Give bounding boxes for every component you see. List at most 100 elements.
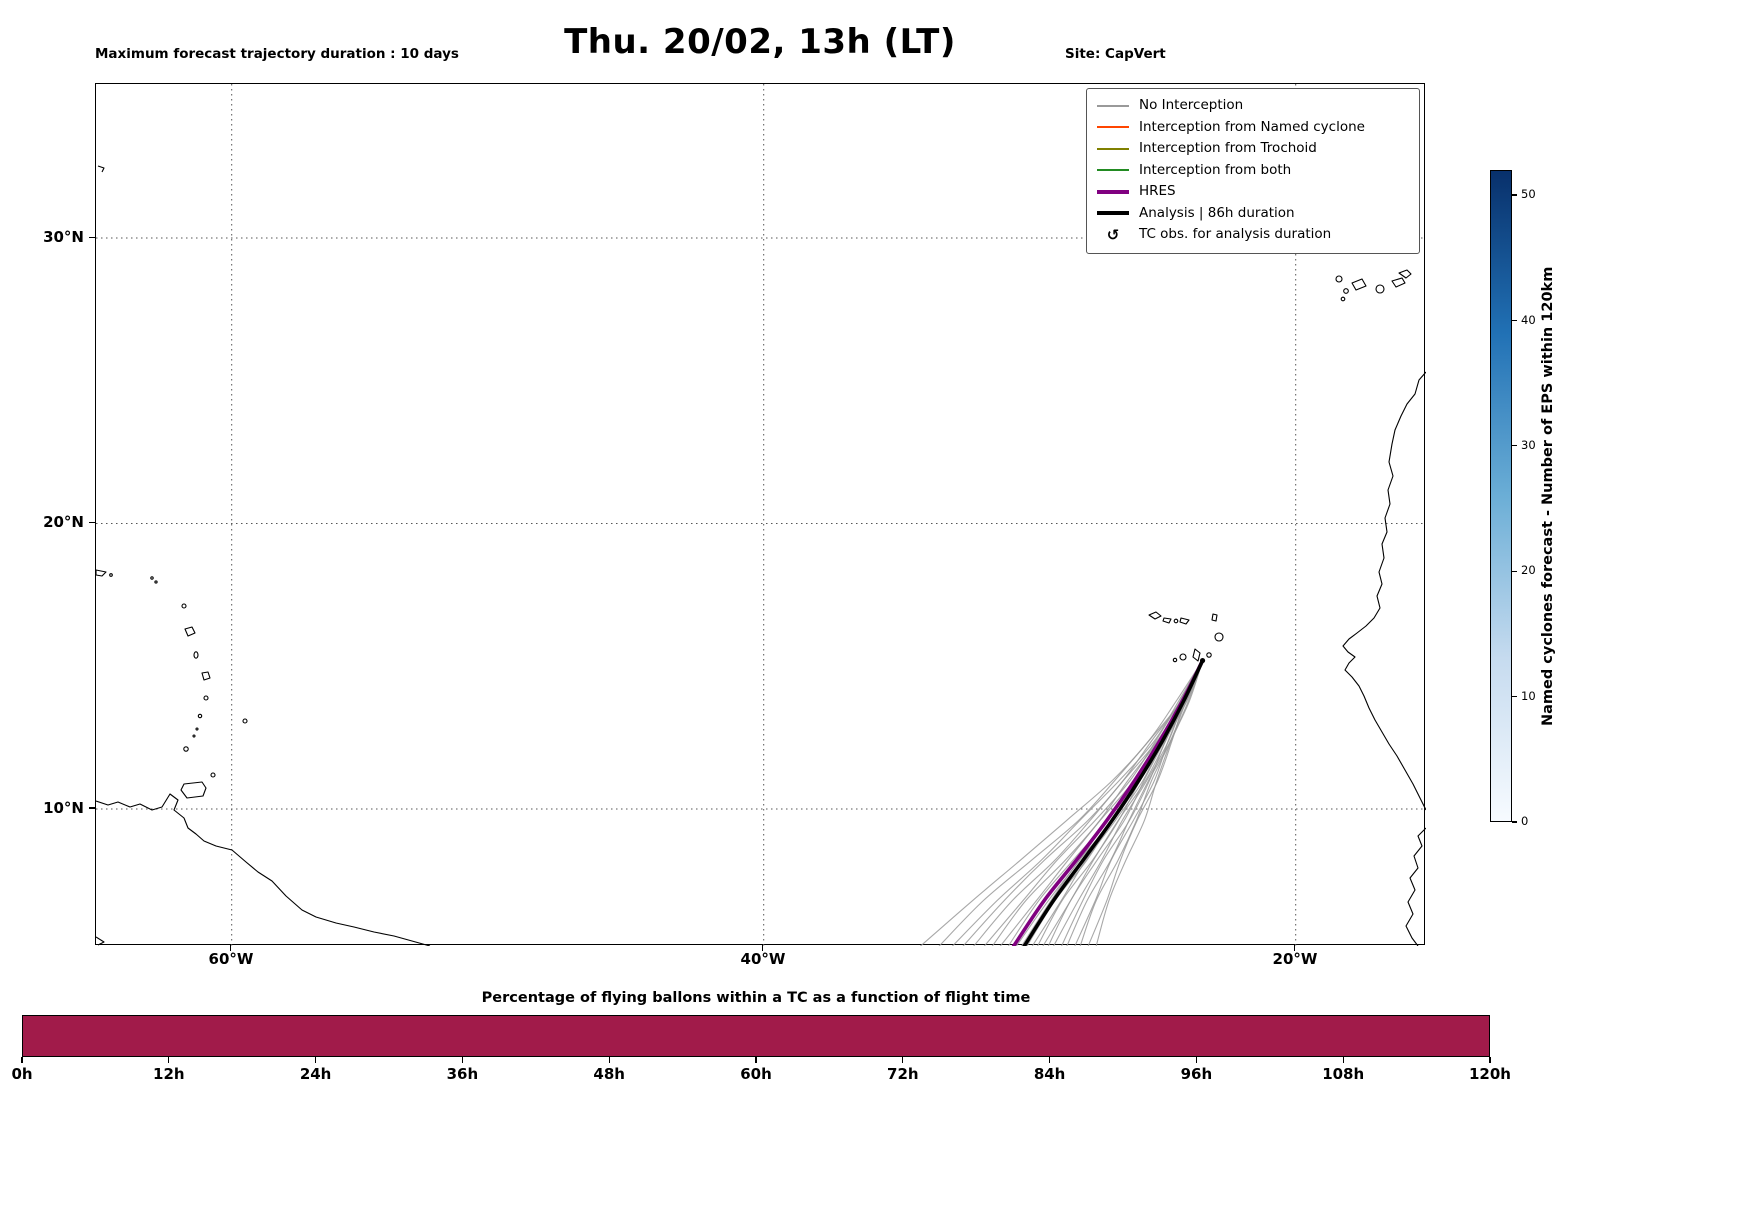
time-tickmark xyxy=(902,1057,904,1063)
tc-obs-icon: ↺ xyxy=(1106,225,1120,244)
island xyxy=(1162,617,1172,624)
bottom-chart-title: Percentage of flying ballons within a TC… xyxy=(481,990,1031,1006)
x-tickmark xyxy=(1294,945,1296,951)
legend-label: TC obs. for analysis duration xyxy=(1139,226,1332,242)
island xyxy=(197,713,203,719)
island xyxy=(109,573,113,577)
time-tick-label: 48h xyxy=(593,1065,625,1083)
legend-item: Interception from Named cyclone xyxy=(1097,117,1409,139)
ensemble-trajectory xyxy=(920,659,1204,947)
legend-line-sample xyxy=(1097,104,1129,107)
time-tickmark xyxy=(608,1057,610,1063)
time-tick-label: 72h xyxy=(887,1065,919,1083)
y-tickmark xyxy=(89,807,95,809)
legend-label: No Interception xyxy=(1139,97,1244,113)
time-tickmark xyxy=(755,1057,757,1063)
deployment-site-marker xyxy=(1199,657,1206,664)
legend-label: Interception from both xyxy=(1139,161,1292,178)
island xyxy=(1173,618,1179,624)
time-tickmark xyxy=(461,1057,464,1063)
island xyxy=(242,718,248,724)
page-title: Thu. 20/02, 13h (LT) xyxy=(564,22,956,62)
x-tick-40w: 40°W xyxy=(740,950,786,968)
legend-item: Analysis | 86h duration xyxy=(1097,203,1409,225)
y-tick-10n: 10°N xyxy=(43,799,84,817)
time-tick-label: 108h xyxy=(1322,1065,1365,1083)
legend-item: ↺ TC obs. for analysis duration xyxy=(1097,224,1409,246)
coastline-south-america xyxy=(95,793,431,947)
island xyxy=(1398,269,1412,279)
colorbar-tick-label: 10 xyxy=(1521,688,1536,703)
ensemble-trajectory xyxy=(983,659,1204,947)
colorbar-ticks: 0 10 20 30 40 50 xyxy=(1512,0,1556,1213)
island xyxy=(210,772,216,778)
x-tick-20w: 20°W xyxy=(1272,950,1318,968)
island xyxy=(1351,278,1367,291)
ensemble-trajectory xyxy=(951,659,1204,947)
colorbar-label: Named cyclones forecast - Number of EPS … xyxy=(1540,266,1556,726)
colorbar-tickmark xyxy=(1512,445,1517,447)
island xyxy=(95,569,107,577)
island xyxy=(201,671,211,681)
legend-item: Interception from both xyxy=(1097,160,1409,182)
time-tick-label: 0h xyxy=(11,1065,33,1083)
tc-percentage-bar xyxy=(22,1015,1490,1057)
island xyxy=(1375,284,1385,294)
colorbar-tickmark xyxy=(1512,821,1517,823)
time-tickmark xyxy=(1195,1057,1198,1063)
time-axis: 0h 12h 24h 36h 48h 60h 72h 84h 96h 108h 120h xyxy=(0,1057,1748,1117)
time-tick-label: 12h xyxy=(153,1065,185,1083)
legend: No Interception Interception from Named c… xyxy=(1086,88,1420,254)
legend-item: Interception from Trochoid xyxy=(1097,138,1409,160)
coastlines xyxy=(95,165,1427,947)
legend-label: Analysis | 86h duration xyxy=(1139,204,1295,221)
time-tick-label: 36h xyxy=(446,1065,479,1083)
island xyxy=(181,603,187,609)
legend-line-sample xyxy=(1097,126,1129,129)
coastline-africa xyxy=(1342,371,1427,947)
cape-verde-islands xyxy=(1148,611,1224,663)
colorbar-tickmark xyxy=(1512,319,1517,322)
africa-guinea-coast xyxy=(1405,827,1427,947)
island xyxy=(1214,632,1224,642)
ensemble-trajectory xyxy=(999,659,1204,947)
island xyxy=(193,651,199,659)
island xyxy=(1343,288,1349,294)
legend-line-sample xyxy=(1097,147,1129,150)
island xyxy=(183,746,189,752)
island xyxy=(1340,296,1346,302)
time-tick-label: 84h xyxy=(1033,1065,1066,1083)
colorbar xyxy=(1490,170,1512,822)
island xyxy=(150,576,154,580)
island xyxy=(192,734,196,738)
time-tickmark xyxy=(1048,1057,1051,1063)
lesser-antilles xyxy=(95,569,248,799)
island xyxy=(154,580,158,584)
trajectory-layer xyxy=(920,657,1206,948)
island xyxy=(1335,275,1343,283)
colorbar-tickmark xyxy=(1512,194,1517,196)
ensemble-trajectory xyxy=(962,659,1204,947)
canary-islands xyxy=(1335,269,1412,302)
time-tick-label: 60h xyxy=(740,1065,772,1083)
colorbar-tick-label: 20 xyxy=(1521,563,1536,578)
time-tickmark xyxy=(314,1057,317,1063)
island xyxy=(1211,613,1218,622)
island xyxy=(1206,652,1212,658)
legend-label: Interception from Trochoid xyxy=(1139,140,1317,156)
colorbar-tick-label: 0 xyxy=(1521,814,1529,828)
colorbar-tickmark xyxy=(1512,570,1517,572)
ensemble-trajectory xyxy=(1095,659,1204,947)
x-tickmark xyxy=(230,945,232,951)
legend-item: HRES xyxy=(1097,181,1409,203)
legend-line-sample xyxy=(1097,189,1129,194)
island xyxy=(1179,653,1187,661)
time-tick-label: 120h xyxy=(1469,1065,1511,1083)
time-tickmark xyxy=(21,1057,23,1063)
trajectory-map: No Interception Interception from Named c… xyxy=(95,83,1427,948)
island-trinidad xyxy=(180,781,207,799)
island xyxy=(1192,648,1201,662)
colorbar-tick-label: 50 xyxy=(1521,187,1536,202)
colorbar-tickmark xyxy=(1512,695,1517,698)
